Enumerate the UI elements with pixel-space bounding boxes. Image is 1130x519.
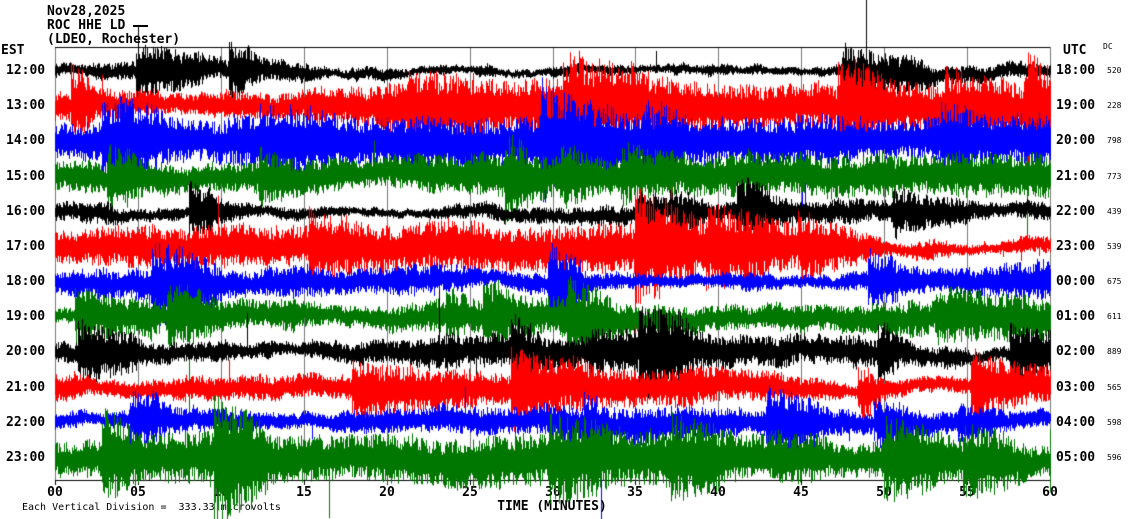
dc-value: 773 xyxy=(1107,172,1122,181)
dc-value: 598 xyxy=(1107,418,1122,427)
est-time-label: 13:00 xyxy=(6,98,46,113)
x-tick-label: 30 xyxy=(545,485,561,500)
x-tick-label: 55 xyxy=(959,485,975,500)
utc-time-label: 05:00 xyxy=(1056,450,1096,465)
station-label: ROC HHE LD xyxy=(47,18,126,33)
date-label: Nov28,2025 xyxy=(47,4,126,19)
station-trace-dash xyxy=(133,25,148,27)
left-axis-title: EST xyxy=(1,43,25,58)
x-axis-title: TIME (MINUTES) xyxy=(497,499,607,514)
utc-time-label: 20:00 xyxy=(1056,133,1096,148)
dc-value: 520 xyxy=(1107,66,1122,75)
dc-value: 611 xyxy=(1107,312,1122,321)
x-tick-label: 45 xyxy=(793,485,809,500)
est-time-label: 22:00 xyxy=(6,415,46,430)
x-tick-label: 10 xyxy=(213,485,229,500)
utc-time-label: 19:00 xyxy=(1056,98,1096,113)
est-time-label: 18:00 xyxy=(6,274,46,289)
utc-time-label: 23:00 xyxy=(1056,239,1096,254)
utc-time-label: 18:00 xyxy=(1056,63,1096,78)
dc-column-title: DC xyxy=(1103,42,1113,51)
est-time-label: 19:00 xyxy=(6,309,46,324)
utc-time-label: 00:00 xyxy=(1056,274,1096,289)
utc-time-label: 21:00 xyxy=(1056,169,1096,184)
utc-time-label: 01:00 xyxy=(1056,309,1096,324)
est-time-label: 16:00 xyxy=(6,204,46,219)
location-label: (LDEO, Rochester) xyxy=(47,32,181,47)
x-tick-label: 00 xyxy=(47,485,63,500)
dc-value: 565 xyxy=(1107,383,1122,392)
x-tick-label: 35 xyxy=(627,485,643,500)
utc-time-label: 04:00 xyxy=(1056,415,1096,430)
scale-note: Each Vertical Division = 333.33 microvol… xyxy=(22,502,281,513)
x-tick-label: 25 xyxy=(462,485,478,500)
est-time-label: 14:00 xyxy=(6,133,46,148)
dc-value: 439 xyxy=(1107,207,1122,216)
est-time-label: 20:00 xyxy=(6,344,46,359)
x-tick-label: 05 xyxy=(130,485,146,500)
est-time-label: 12:00 xyxy=(6,63,46,78)
utc-time-label: 02:00 xyxy=(1056,344,1096,359)
dc-value: 798 xyxy=(1107,136,1122,145)
est-time-label: 21:00 xyxy=(6,380,46,395)
x-tick-label: 50 xyxy=(876,485,892,500)
x-tick-label: 20 xyxy=(379,485,395,500)
dc-value: 596 xyxy=(1107,453,1122,462)
x-tick-label: 60 xyxy=(1042,485,1058,500)
dc-value: 889 xyxy=(1107,347,1122,356)
x-tick-label: 40 xyxy=(710,485,726,500)
est-time-label: 17:00 xyxy=(6,239,46,254)
dc-value: 228 xyxy=(1107,101,1122,110)
right-axis-title: UTC xyxy=(1063,43,1087,58)
est-time-label: 23:00 xyxy=(6,450,46,465)
utc-time-label: 03:00 xyxy=(1056,380,1096,395)
dc-value: 539 xyxy=(1107,242,1122,251)
utc-time-label: 22:00 xyxy=(1056,204,1096,219)
est-time-label: 15:00 xyxy=(6,169,46,184)
dc-value: 675 xyxy=(1107,277,1122,286)
x-tick-label: 15 xyxy=(296,485,312,500)
